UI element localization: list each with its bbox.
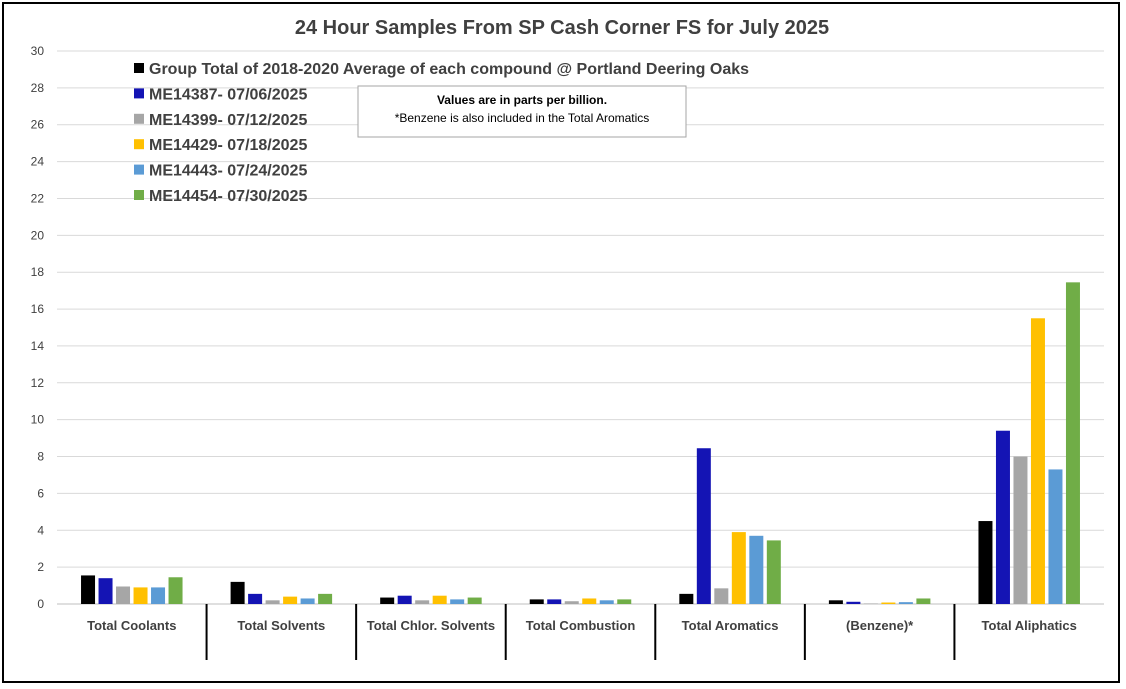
y-tick-label: 14 [31,339,45,353]
bar [846,601,861,604]
bar [916,598,931,604]
bar [599,600,614,604]
y-tick-label: 18 [31,265,45,279]
bar [432,595,447,604]
annotation-box: Values are in parts per billion. *Benzen… [357,85,687,138]
legend-swatch [134,113,144,124]
bar [265,600,280,604]
y-tick-label: 22 [31,191,45,205]
legend-swatch [134,63,144,73]
bar [995,430,1010,604]
bar [230,581,245,604]
annotation-border [357,85,687,138]
legend-label: ME14399- 07/12/2025 [149,112,307,129]
y-tick-label: 20 [31,228,45,242]
bar [1065,282,1080,604]
y-tick-label: 8 [37,450,44,464]
bar [828,600,843,604]
y-tick-label: 10 [31,413,45,427]
y-tick-label: 6 [37,486,44,500]
y-tick-label: 30 [31,44,45,58]
x-tick-label: Total Solvents [237,618,325,633]
bar [731,532,746,604]
legend: Group Total of 2018-2020 Average of each… [134,61,749,205]
legend-label: ME14454- 07/30/2025 [149,188,307,205]
bar [679,593,694,604]
bar [380,597,395,604]
legend-swatch [134,88,144,99]
legend-swatch [134,190,144,200]
x-tick-label: Total Aromatics [682,618,779,633]
bar [564,601,579,604]
annotation-units: Values are in parts per billion. [437,93,607,107]
bar [766,540,781,604]
bar [749,535,764,604]
x-tick-label: Total Combustion [526,618,636,633]
category-separators [205,604,956,660]
bar [863,603,878,604]
bar [714,588,729,604]
bar [98,578,113,604]
bar [133,587,148,604]
bar [582,598,597,604]
bar [978,521,993,604]
y-tick-label: 24 [31,155,45,169]
annotation-benzene-note: *Benzene is also included in the Total A… [395,111,650,125]
bar [898,602,913,604]
legend-swatch [134,139,144,150]
bar [450,599,465,604]
y-tick-label: 0 [37,597,44,611]
legend-swatch [134,164,144,175]
bar [318,593,333,604]
y-tick-label: 4 [37,523,44,537]
x-tick-label: Total Chlor. Solvents [367,618,495,633]
bar [1030,318,1045,604]
legend-label: ME14387- 07/06/2025 [149,86,307,103]
bar [1048,469,1063,604]
legend-label: ME14429- 07/18/2025 [149,137,307,154]
bars [81,282,1080,604]
bar [617,599,632,604]
x-tick-label: Total Aliphatics [982,618,1077,633]
bar [547,599,562,604]
y-tick-label: 2 [37,560,44,574]
bar [168,577,183,604]
bar [467,597,482,604]
bar [415,600,430,604]
bar [248,593,263,604]
x-axis-ticks: Total Coolants Total Solvents Total Chlor.… [87,618,1077,633]
bar [529,599,544,604]
bar [881,602,896,604]
y-tick-label: 16 [31,302,45,316]
x-tick-label: Total Coolants [87,618,176,633]
bar [300,598,315,604]
chart-title: 24 Hour Samples From SP Cash Corner FS f… [295,17,829,39]
bar [397,595,412,604]
bar [81,575,96,604]
bar [696,448,711,604]
y-tick-label: 28 [31,81,45,95]
x-tick-label: (Benzene)* [846,618,914,633]
bar [1013,456,1028,604]
legend-label: ME14443- 07/24/2025 [149,163,307,180]
bar [116,586,131,604]
y-tick-label: 26 [31,118,45,132]
y-tick-label: 12 [31,376,45,390]
legend-label: Group Total of 2018-2020 Average of each… [149,61,749,78]
bar [283,596,298,604]
bar [151,587,166,604]
